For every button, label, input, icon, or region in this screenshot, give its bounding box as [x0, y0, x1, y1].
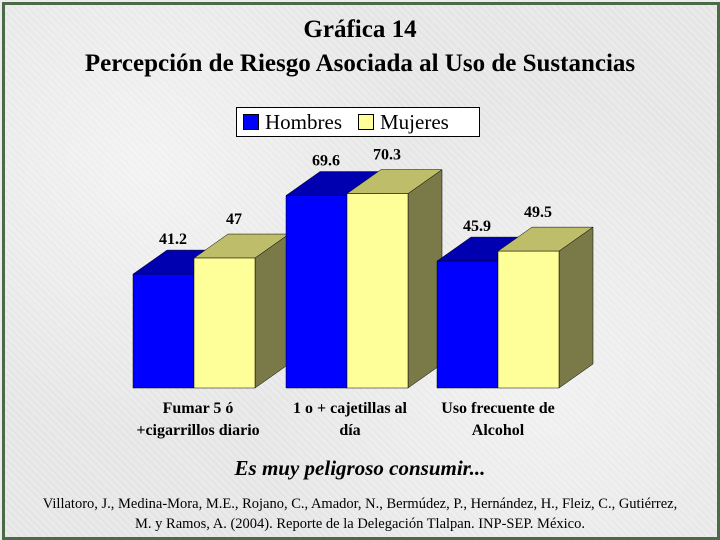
source-citation: Villatoro, J., Medina-Mora, M.E., Rojano…: [42, 496, 678, 532]
category-label-1-line2: día: [339, 422, 361, 439]
category-label-0: Fumar 5 ó +cigarrillos diario: [118, 398, 278, 442]
chart-caption: Es muy peligroso consumir...: [234, 456, 486, 480]
bar-mujeres-0-side: [254, 233, 290, 389]
bar-hombres-0: [132, 273, 195, 389]
data-label-mujeres-0: 47: [226, 211, 242, 228]
bar-hombres-2: [436, 260, 499, 389]
category-label-0-line1: Fumar 5 ó: [162, 400, 234, 417]
category-label-0-line2: +cigarrillos diario: [136, 422, 260, 439]
category-label-2: Uso frecuente de Alcohol: [418, 398, 578, 442]
chart-title: Gráfica 14: [303, 16, 417, 43]
legend-label-mujeres: Mujeres: [380, 109, 449, 134]
data-label-hombres-0: 41.2: [159, 231, 187, 248]
legend-swatch-mujeres: [358, 114, 374, 130]
legend-label-hombres: Hombres: [265, 109, 342, 134]
chart-legend: Hombres Mujeres: [236, 107, 480, 137]
bar-hombres-1: [285, 195, 348, 389]
category-label-1: 1 o + cajetillas al día: [270, 398, 430, 442]
data-label-mujeres-2: 49.5: [524, 204, 552, 221]
bar-mujeres-0: [193, 257, 256, 389]
bar-mujeres-2: [497, 250, 560, 389]
data-label-hombres-2: 45.9: [463, 218, 491, 235]
category-label-1-line1: 1 o + cajetillas al: [293, 400, 407, 417]
data-label-hombres-1: 69.6: [312, 153, 340, 170]
bar-mujeres-1: [346, 193, 409, 389]
legend-item-hombres: Hombres: [237, 110, 342, 135]
legend-swatch-hombres: [243, 114, 259, 130]
category-label-2-line1: Uso frecuente de: [441, 400, 555, 417]
data-label-mujeres-1: 70.3: [373, 147, 401, 164]
category-label-2-line2: Alcohol: [471, 422, 525, 439]
legend-item-mujeres: Mujeres: [352, 110, 449, 135]
chart-subtitle: Percepción de Riesgo Asociada al Uso de …: [84, 50, 636, 77]
bar-mujeres-2-side: [558, 226, 594, 389]
